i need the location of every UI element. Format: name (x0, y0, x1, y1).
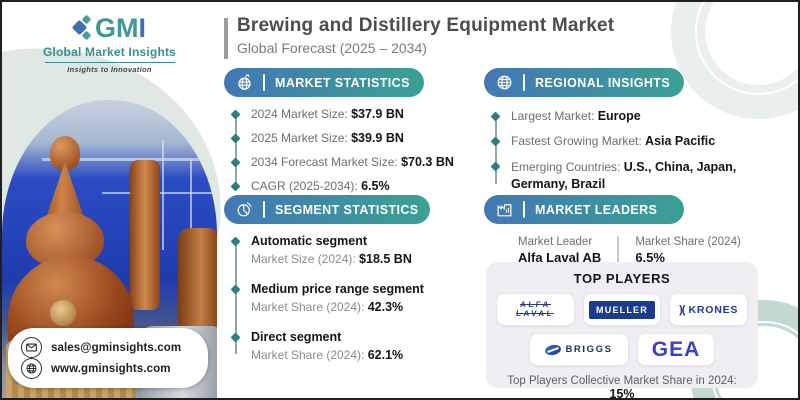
section-market-leaders: MARKET LEADERS Market Leader Alfa Laval … (484, 195, 762, 265)
player-logo-gea: GEA (637, 333, 715, 366)
top-players-panel: TOP PLAYERS ALFA LAVAL MUELLER )( KRONES… (486, 262, 758, 398)
page-title: Brewing and Distillery Equipment Market (237, 15, 615, 36)
section-regional-insights: REGIONAL INSIGHTS Largest Market: Europe… (484, 68, 762, 193)
section-heading: REGIONAL INSIGHTS (535, 75, 671, 90)
gmi-logo-diamonds-icon (71, 14, 92, 42)
list-item: Direct segment Market Share (2024): 62.1… (232, 330, 464, 363)
industry-chart-icon (493, 200, 515, 219)
logo-company-name: Global Market Insights (42, 45, 177, 59)
list-item: 2024 Market Size: $37.9 BN (232, 107, 464, 122)
page-subtitle: Global Forecast (2025 – 2034) (237, 40, 427, 56)
copper-column-graphic (130, 160, 160, 310)
timeline-line (235, 116, 237, 185)
section-market-statistics: MARKET STATISTICS 2024 Market Size: $37.… (224, 68, 464, 194)
top-players-row-2: BRIGGS GEA (496, 333, 748, 366)
top-players-row-1: ALFA LAVAL MUELLER )( KRONES (496, 293, 749, 326)
header-separator (523, 201, 525, 218)
header-separator (523, 74, 525, 91)
player-logo-briggs: BRIGGS (529, 333, 629, 366)
list-item: Automatic segment Market Size (2024): $1… (232, 234, 464, 267)
regional-insights-header: REGIONAL INSIGHTS (484, 68, 684, 97)
player-logo-mueller: MUELLER (582, 293, 662, 326)
market-leader-label: Market Leader (518, 236, 593, 248)
regional-insights-list: Largest Market: Europe Fastest Growing M… (492, 109, 762, 193)
gmi-logo: GMI Global Market Insights Insights to I… (2, 12, 217, 74)
segment-statistics-list: Automatic segment Market Size (2024): $1… (232, 234, 464, 363)
market-leaders-body: Market Leader Alfa Laval AB Market Share… (518, 236, 762, 265)
player-logo-alfa-laval: ALFA LAVAL (496, 293, 575, 326)
market-share-label: Market Share (2024) (635, 236, 741, 248)
left-panel: GMI Global Market Insights Insights to I… (2, 2, 258, 398)
pipe-graphic (162, 140, 164, 250)
page-header: Brewing and Distillery Equipment Market … (224, 15, 614, 59)
market-share-value: 6.5% (635, 250, 665, 265)
market-share-column: Market Share (2024) 6.5% (635, 236, 740, 265)
market-leader-column: Market Leader Alfa Laval AB (518, 236, 601, 265)
gmi-acronym: GMI (94, 13, 146, 43)
list-item: Largest Market: Europe (492, 109, 762, 124)
section-heading: MARKET LEADERS (535, 202, 658, 217)
top-players-footer: Top Players Collective Market Share in 2… (507, 375, 737, 400)
market-statistics-header: MARKET STATISTICS (224, 68, 424, 97)
globe-grid-icon (493, 73, 515, 92)
section-heading: SEGMENT STATISTICS (275, 202, 419, 217)
market-leaders-header: MARKET LEADERS (484, 195, 684, 224)
contact-email-row[interactable]: sales@gminsights.com (21, 337, 198, 358)
contact-website[interactable]: www.gminsights.com (51, 362, 171, 375)
player-logo-krones: )( KRONES (669, 293, 749, 326)
list-item: Medium price range segment Market Share … (232, 282, 464, 315)
title-accent-bar (224, 18, 228, 59)
market-leader-value: Alfa Laval AB (518, 250, 602, 265)
pipe-graphic (42, 158, 212, 161)
globe-chart-icon (233, 73, 255, 92)
list-item: Fastest Growing Market: Asia Pacific (492, 134, 762, 149)
email-icon (21, 337, 42, 358)
top-players-heading: TOP PLAYERS (573, 271, 671, 286)
segment-statistics-header: SEGMENT STATISTICS (224, 195, 430, 224)
globe-icon (21, 358, 42, 379)
list-item: 2025 Market Size: $39.9 BN (232, 131, 464, 146)
contact-website-row[interactable]: www.gminsights.com (21, 358, 198, 379)
list-item: CAGR (2025-2034): 6.5% (232, 179, 464, 194)
contact-email[interactable]: sales@gminsights.com (51, 341, 182, 354)
briggs-swoosh-icon (544, 342, 563, 357)
vertical-divider (617, 236, 620, 265)
copper-still-badge-graphic (50, 300, 76, 326)
list-item: 2034 Forecast Market Size: $70.3 BN (232, 155, 464, 170)
logo-tagline: Insights to Innovation (67, 65, 152, 74)
contact-card: sales@gminsights.com www.gminsights.com (8, 328, 208, 388)
krones-mark-icon: )( (679, 303, 685, 316)
section-segment-statistics: SEGMENT STATISTICS Automatic segment Mar… (224, 195, 464, 378)
list-item: Emerging Countries: U.S., China, Japan, … (492, 159, 762, 193)
logo-divider (44, 62, 175, 63)
timeline-line (495, 118, 497, 184)
header-separator (263, 201, 265, 218)
section-heading: MARKET STATISTICS (275, 75, 410, 90)
market-statistics-list: 2024 Market Size: $37.9 BN 2025 Market S… (232, 107, 464, 194)
header-separator (263, 74, 265, 91)
pie-chart-icon (233, 200, 255, 219)
